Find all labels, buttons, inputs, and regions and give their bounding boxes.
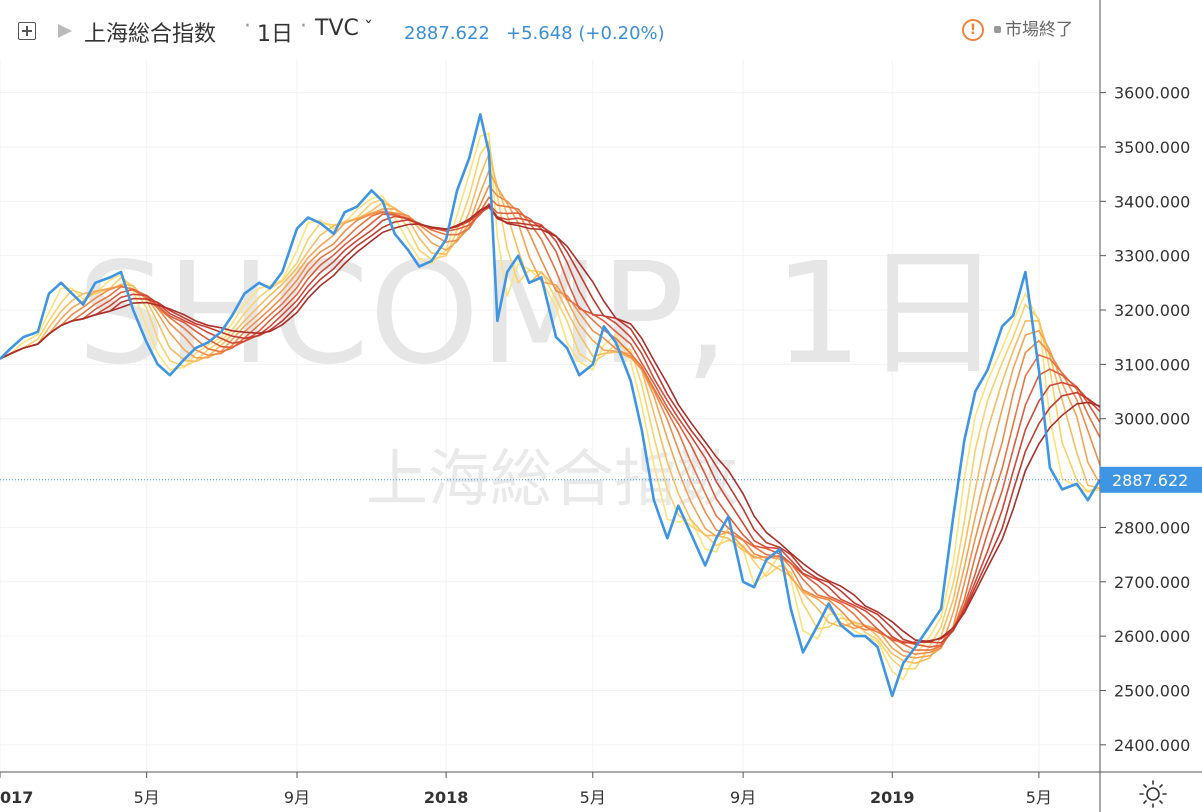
ma-line-5	[0, 184, 1101, 656]
price-line	[0, 113, 1102, 698]
chevron-down-icon[interactable]: ˇ	[364, 18, 373, 39]
ma-line-3	[0, 151, 1101, 665]
warning-icon[interactable]: !	[962, 19, 984, 41]
ma-line-10	[0, 204, 1101, 643]
series-layer	[0, 113, 1102, 698]
separator-dot-2: ·	[300, 14, 307, 39]
y-tick-label: 2400.000	[1114, 736, 1190, 755]
price-change: +5.648 (+0.20%)	[506, 23, 665, 44]
grid	[0, 60, 1100, 772]
source-label[interactable]: TVC	[315, 16, 359, 41]
ma-line-6	[0, 196, 1101, 651]
x-tick-label: 5月	[134, 788, 160, 807]
ma-line-8	[0, 206, 1101, 644]
sun-icon[interactable]	[1139, 780, 1167, 808]
chart-header: 上海総合指数 · 1日 · TVC ˇ 2887.622 +5.648 (+0.…	[0, 0, 1100, 60]
y-tick-label: 3400.000	[1114, 192, 1190, 211]
y-tick-label: 3000.000	[1114, 410, 1190, 429]
x-tick-label: 5月	[580, 788, 606, 807]
y-tick-label: 3100.000	[1114, 355, 1190, 374]
flag-icon[interactable]	[58, 24, 72, 38]
x-tick-label: 2018	[424, 788, 469, 807]
watermark-name: 上海総合指数	[366, 442, 738, 515]
interval-label[interactable]: 1日	[257, 22, 293, 47]
ma-line-9	[0, 205, 1101, 645]
x-tick-label: 017	[0, 788, 33, 807]
moving-average-ribbon	[0, 132, 1101, 681]
y-tick-label: 3600.000	[1114, 84, 1190, 103]
separator-dot: ·	[244, 14, 251, 39]
last-price-label-bg	[1100, 466, 1202, 493]
market-status[interactable]: ! 市場終了	[962, 15, 1073, 41]
y-tick-label: 2800.000	[1114, 518, 1190, 537]
status-dot	[994, 25, 1001, 33]
y-tick-label: 3500.000	[1114, 138, 1190, 157]
symbol-name[interactable]: 上海総合指数	[84, 22, 217, 47]
market-status-label: 市場終了	[1005, 20, 1073, 40]
y-tick-label: 3300.000	[1114, 247, 1190, 266]
y-tick-label: 2700.000	[1114, 573, 1190, 592]
x-tick-label: 9月	[730, 788, 756, 807]
y-tick-label: 3200.000	[1114, 301, 1190, 320]
y-tick-label: 2500.000	[1114, 681, 1190, 700]
ma-line-2	[0, 139, 1101, 670]
last-price-label: 2887.622	[1112, 471, 1188, 490]
ma-line-1	[0, 132, 1101, 681]
expand-icon[interactable]	[18, 22, 36, 40]
x-tick-label: 9月	[284, 788, 310, 807]
y-tick-label: 2600.000	[1114, 627, 1190, 646]
x-tick-label: 5月	[1026, 788, 1052, 807]
last-price: 2887.622	[404, 23, 490, 44]
x-tick-label: 2019	[870, 788, 915, 807]
